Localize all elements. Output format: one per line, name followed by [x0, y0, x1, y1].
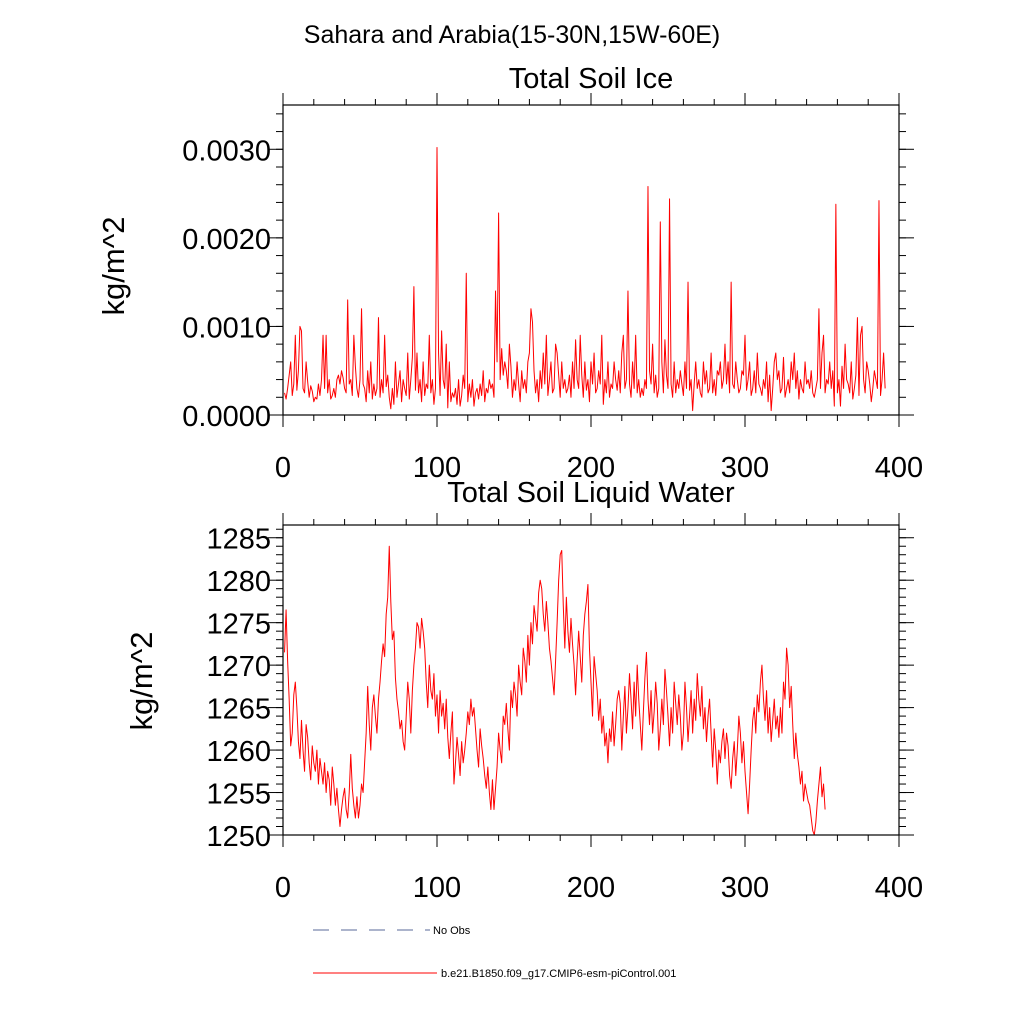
legend-label-model: b.e21.B1850.f09_g17.CMIP6-esm-piControl.… [441, 968, 676, 980]
plot-frame [282, 524, 900, 836]
y-tick-label: 1265 [206, 694, 271, 726]
y-tick-label: 1280 [206, 566, 271, 598]
x-tick-label: 400 [875, 452, 923, 484]
series-line [284, 545, 826, 836]
legend-label-no-obs: No Obs [433, 925, 471, 937]
axis-ticks: 0 100 200 300 400 1250 1255 1260 1265 1270 1275 128… [206, 513, 923, 904]
series-line [284, 147, 886, 412]
y-tick-label: 0.0000 [182, 401, 271, 433]
x-tick-label: 200 [567, 872, 615, 904]
x-tick-label: 100 [413, 872, 461, 904]
x-tick-label: 300 [721, 872, 769, 904]
soil-liquid-water-panel: Total Soil Liquid Water kg/m^2 0 100 200 30… [124, 477, 923, 904]
x-tick-label: 400 [875, 872, 923, 904]
axis-ticks: 0 100 200 300 400 0.0000 0.0010 0.0020 0.0030 [182, 93, 923, 484]
panel-title: Total Soil Ice [509, 63, 673, 95]
x-tick-label: 200 [567, 452, 615, 484]
y-tick-label: 0.0020 [182, 224, 271, 256]
page-title: Sahara and Arabia(15-30N,15W-60E) [304, 21, 720, 49]
soil-ice-panel: Total Soil Ice kg/m^2 0 100 200 300 400 0.000… [96, 63, 923, 484]
legend: No Obs b.e21.B1850.f09_g17.CMIP6-esm-piC… [313, 925, 676, 980]
y-tick-label: 1270 [206, 651, 271, 683]
y-tick-label: 1250 [206, 821, 271, 853]
x-tick-label: 0 [275, 452, 291, 484]
y-tick-label: 1255 [206, 779, 271, 811]
y-tick-label: 1275 [206, 609, 271, 641]
series-group [284, 545, 826, 836]
x-tick-label: 300 [721, 452, 769, 484]
x-tick-label: 0 [275, 872, 291, 904]
y-tick-label: 1285 [206, 524, 271, 556]
y-axis-label: kg/m^2 [124, 632, 159, 731]
y-tick-label: 0.0030 [182, 135, 271, 167]
y-tick-label: 1260 [206, 736, 271, 768]
panel-title: Total Soil Liquid Water [447, 477, 735, 509]
plot-frame [282, 104, 900, 416]
y-axis-label: kg/m^2 [96, 217, 131, 316]
series-group [284, 147, 886, 412]
x-tick-label: 100 [413, 452, 461, 484]
y-tick-label: 0.0010 [182, 312, 271, 344]
